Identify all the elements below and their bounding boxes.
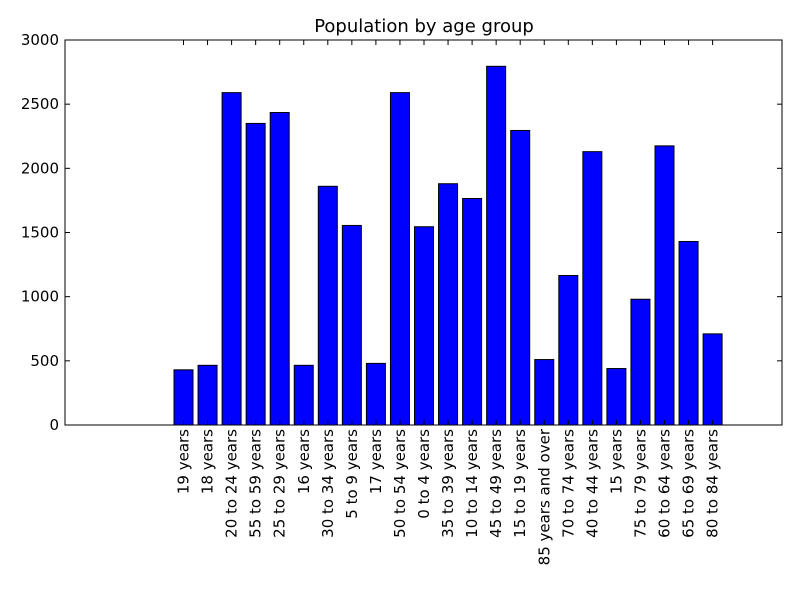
x-tick-label: 65 to 69 years [680,429,698,538]
x-tick-label: 16 years [295,429,313,494]
x-tick-label: 70 to 74 years [559,429,577,538]
y-axis: 0 500 1000 1500 2000 2500 3000 [21,31,782,434]
x-tick-label: 15 to 19 years [511,429,529,538]
bar-16 [558,274,579,426]
bar-8 [365,362,386,426]
bar-1 [197,364,218,426]
bar-10 [414,226,434,426]
bar-5 [293,364,314,426]
x-tick-label: 5 to 9 years [343,429,361,519]
bar-15 [534,359,555,426]
y-tick-label: 2000 [21,159,59,177]
bar-13 [486,65,507,426]
x-tick-label: 15 years [607,429,625,494]
x-tick-label: 55 to 59 years [247,429,265,538]
x-tick-label: 0 to 4 years [415,429,433,519]
bar-12 [462,197,483,426]
chart-title: Population by age group [314,16,534,37]
bar-11 [438,183,459,426]
bar-6 [317,185,338,426]
bar-21 [678,240,699,426]
y-tick-label: 1000 [21,288,59,306]
y-tick-label: 500 [30,352,59,370]
bars [173,65,723,426]
x-axis: 19 years 18 years 20 to 24 years 55 to 59 y… [175,40,722,565]
y-tick-label: 3000 [21,31,59,49]
y-tick-label: 1500 [21,224,59,242]
x-tick-label: 25 to 29 years [271,429,289,538]
bar-20 [654,145,675,426]
x-tick-label: 20 to 24 years [223,429,241,538]
x-tick-label: 75 to 79 years [631,429,649,538]
x-tick-label: 10 to 14 years [463,429,481,538]
x-tick-label: 50 to 54 years [391,429,409,538]
bar-3 [245,122,266,426]
y-tick-label: 0 [49,416,59,434]
x-tick-label: 80 to 84 years [704,429,722,538]
bar-19 [630,298,651,426]
bar-18 [606,368,627,426]
bar-7 [341,224,362,426]
x-tick-label: 85 years and over [535,428,553,565]
bar-22 [702,333,723,426]
x-tick-label: 40 to 44 years [583,429,601,538]
x-tick-label: 17 years [367,429,385,494]
y-tick-label: 2500 [21,95,59,113]
x-tick-label: 19 years [175,429,193,494]
bar-14 [510,129,531,426]
x-tick-label: 60 to 64 years [656,429,674,538]
bar-17 [582,151,603,426]
plot-frame [64,39,783,426]
bar-0 [173,369,194,426]
bar-4 [269,112,290,426]
x-tick-label: 45 to 49 years [487,429,505,538]
bar-2 [221,92,242,426]
x-tick-label: 35 to 39 years [439,429,457,538]
x-tick-label: 18 years [199,429,217,494]
x-tick-label: 30 to 34 years [319,429,337,538]
bar-9 [389,92,410,426]
